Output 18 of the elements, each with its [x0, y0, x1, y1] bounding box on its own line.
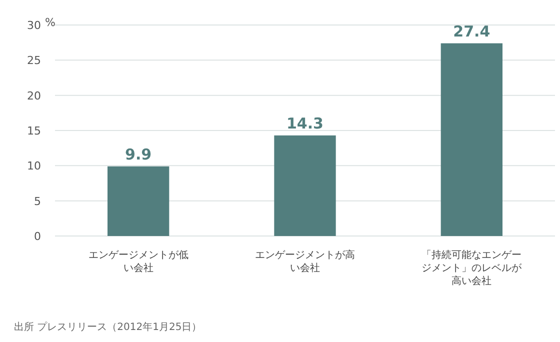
y-tick-label: 10: [27, 160, 41, 173]
y-tick-label: 30: [27, 19, 41, 32]
x-tick-label: 「持続可能なエンゲージメント」のレベルが高い会社: [422, 249, 523, 287]
bar: [108, 166, 170, 236]
y-tick-label: 5: [34, 194, 41, 208]
text: 出所 プレスリリース（2012年1月25日）: [14, 321, 202, 333]
data-label: 9.9: [125, 145, 152, 164]
x-tick-label: エンゲージメントが高い会社: [255, 249, 355, 274]
y-axis-title: %: [45, 16, 56, 29]
bar: [274, 135, 336, 236]
data-label: 27.4: [453, 22, 490, 40]
y-tick-label: 0: [34, 230, 41, 243]
y-tick-label: 25: [27, 54, 41, 68]
y-tick-label: 15: [27, 124, 41, 138]
y-tick-label: 20: [27, 89, 41, 102]
bar: [440, 43, 502, 236]
data-label: 14.3: [286, 114, 324, 132]
x-tick-label: エンゲージメントが低い会社: [88, 250, 188, 274]
